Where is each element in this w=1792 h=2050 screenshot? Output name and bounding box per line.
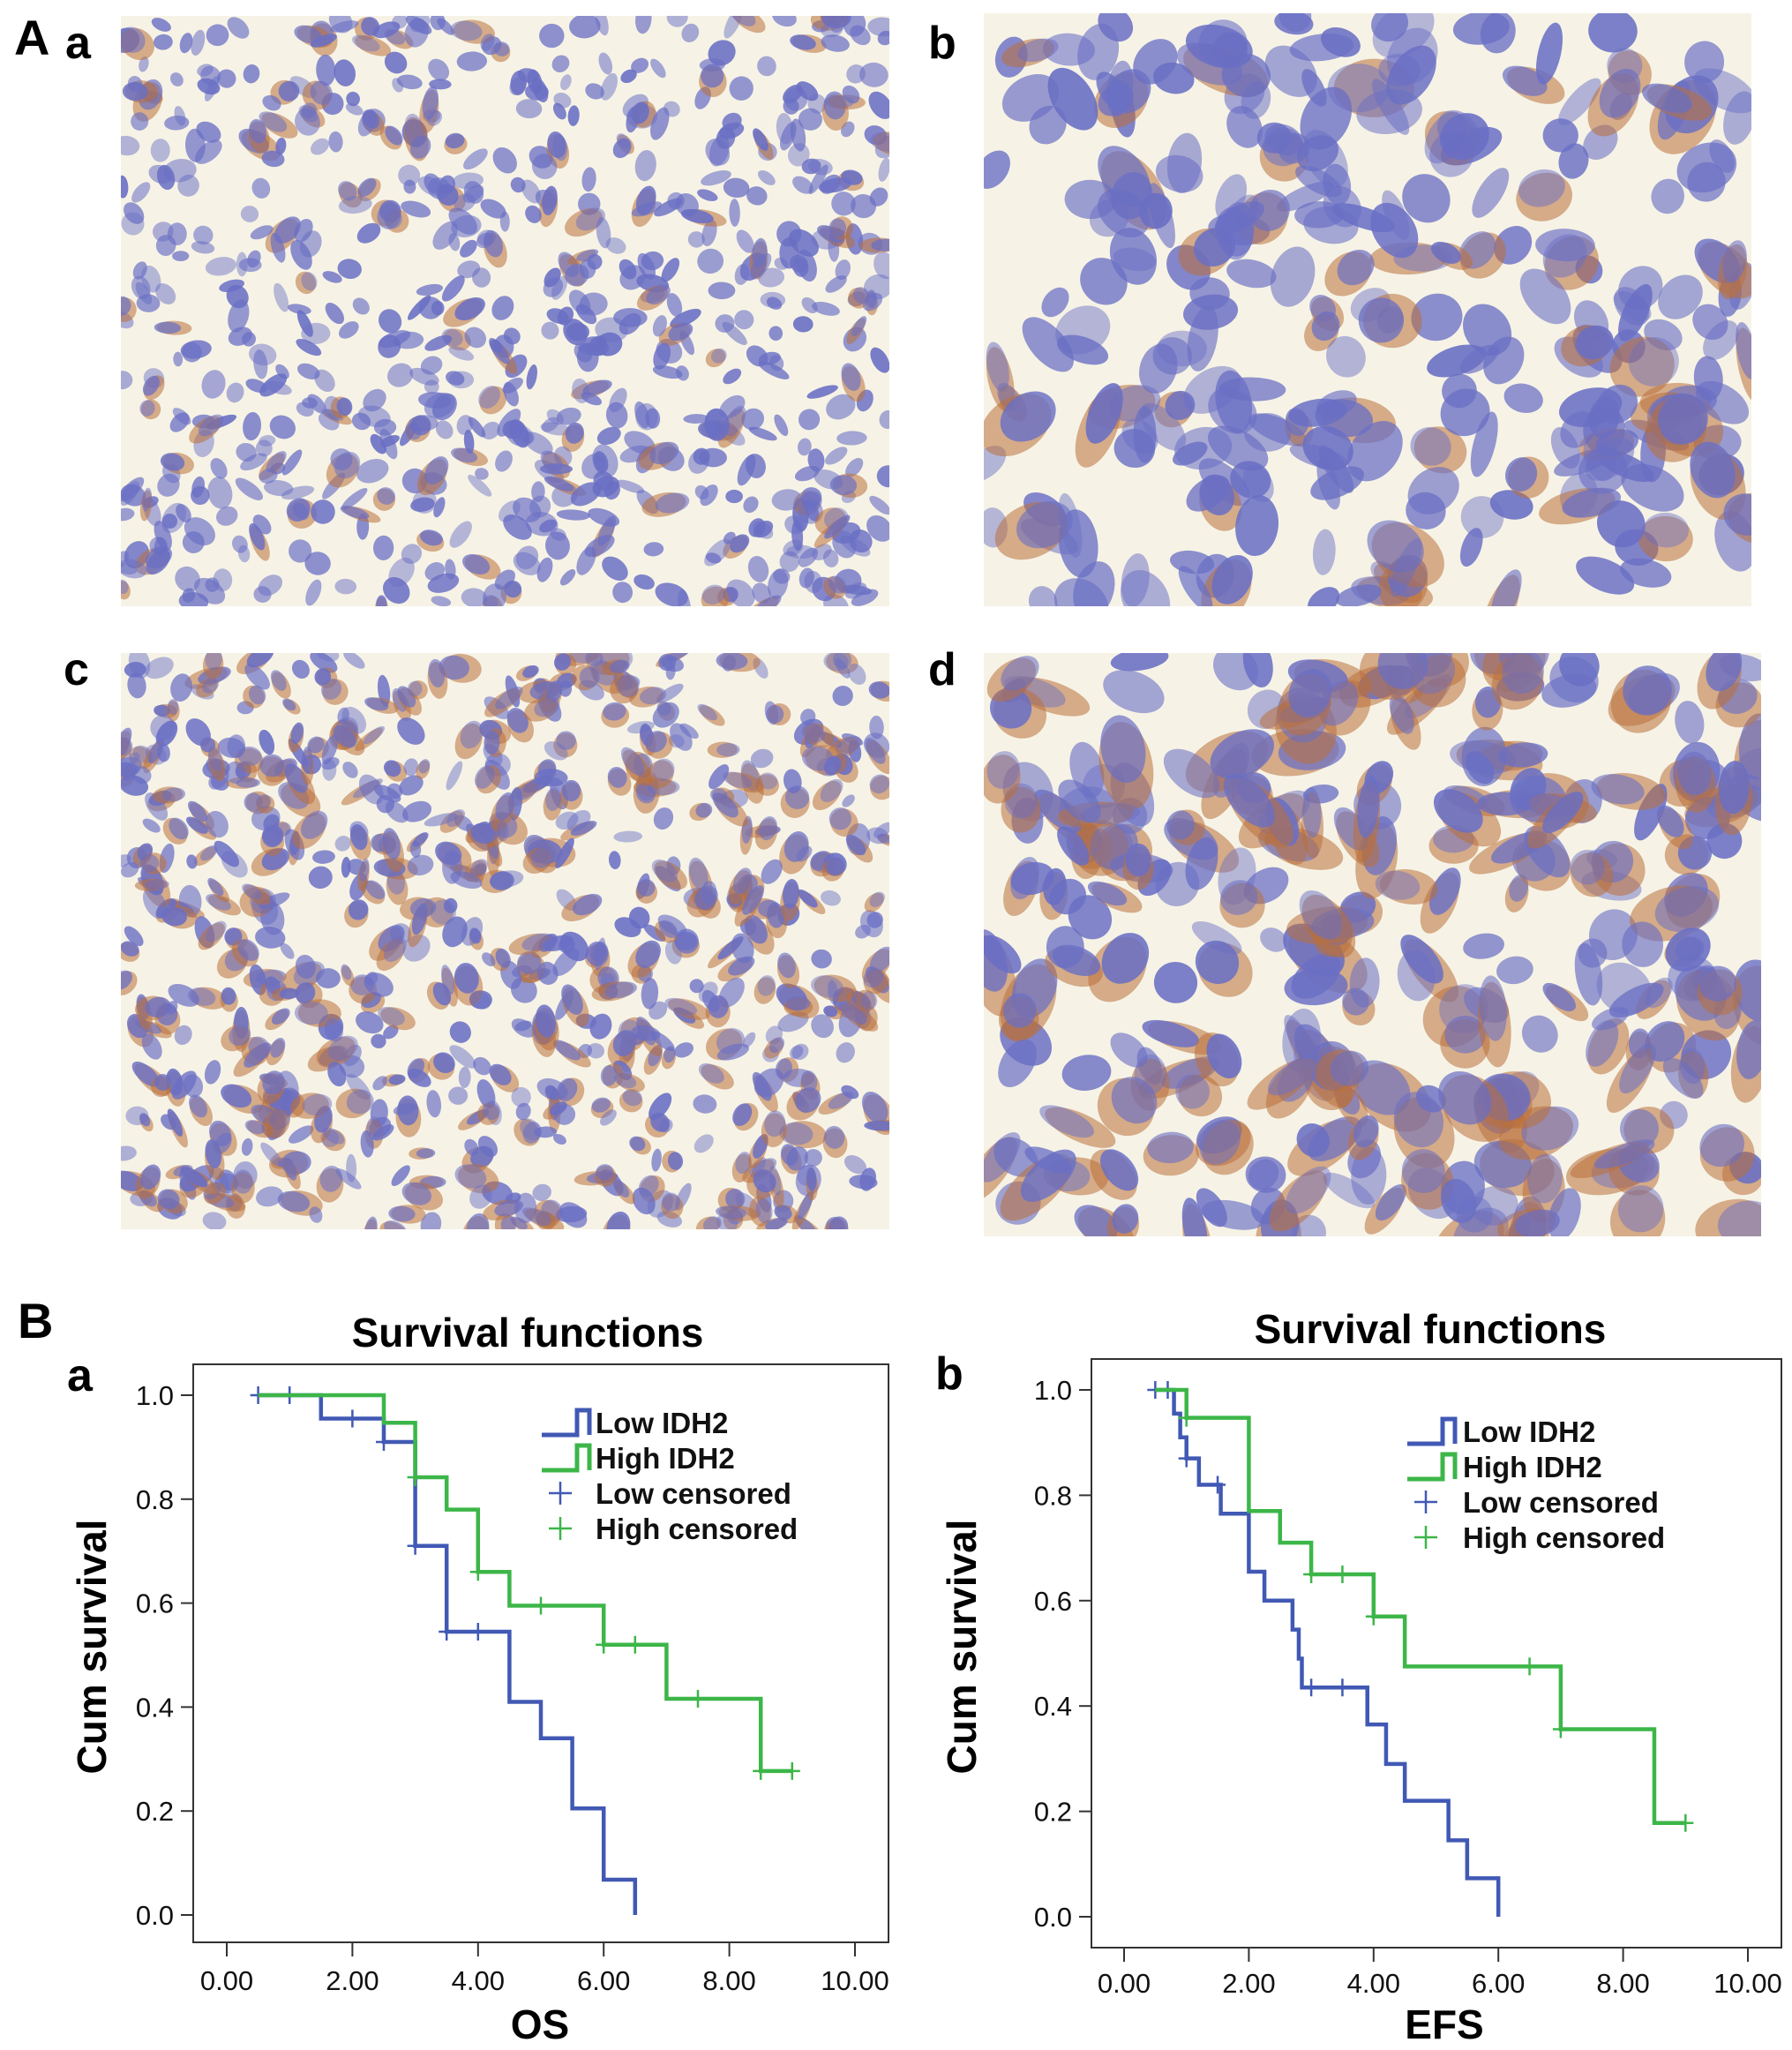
x-tick-label: 10.00 (821, 1965, 889, 1996)
panel-A-label: A (14, 10, 49, 65)
x-axis-title: OS (511, 2001, 569, 2047)
legend-censor-icon (549, 1482, 572, 1505)
survival-chart-a: Survival functions 0.00 2.00 4.00 6.00 8.00 10… (69, 1310, 889, 2047)
legend-entry: High IDH2 (1463, 1451, 1602, 1483)
x-axis-title: EFS (1405, 2001, 1483, 2047)
x-tick-label: 0.00 (200, 1965, 253, 1996)
micrograph-d (984, 653, 1761, 1236)
y-tick-label: 0.8 (136, 1484, 174, 1515)
y-tick-label: 1.0 (1034, 1375, 1072, 1406)
censor-mark (1552, 1720, 1569, 1738)
censor-mark (1334, 1678, 1351, 1697)
plot-frame (192, 1363, 889, 1943)
censor-mark (376, 1433, 392, 1452)
y-tick-label: 0.4 (136, 1692, 174, 1723)
legend-line-icon (542, 1408, 592, 1438)
micrograph-a (121, 16, 889, 606)
legend-entry: High censored (1463, 1521, 1665, 1554)
legend-line-icon (1407, 1452, 1458, 1482)
y-tick-label: 0.2 (1034, 1797, 1072, 1828)
series-high-idh2 (1155, 1387, 1686, 1825)
micrograph-c (121, 653, 889, 1229)
y-tick-label: 0.2 (136, 1796, 174, 1827)
micrograph-label-b: b (928, 18, 956, 69)
micrograph-b (984, 13, 1751, 606)
legend-entry: Low IDH2 (1463, 1415, 1595, 1448)
y-axis-title: Cum survival (939, 1520, 985, 1775)
charts: Survival functions 0.00 2.00 4.00 6.00 8.00 10… (69, 1306, 1782, 2047)
y-tick-label: 1.0 (136, 1380, 174, 1411)
y-tick-label: 0.4 (1034, 1691, 1072, 1722)
survival-chart-b: Survival functions 0.00 2.00 4.00 6.00 8.00 10… (939, 1306, 1782, 2047)
censor-mark (469, 1622, 486, 1641)
legend-entry: Low censored (596, 1477, 791, 1510)
censor-mark (1303, 1678, 1320, 1697)
censor-mark (690, 1689, 706, 1708)
series-low-idh2 (1155, 1387, 1501, 1917)
censor-mark (596, 1635, 612, 1654)
legend-entry: High censored (596, 1513, 798, 1545)
censor-mark (533, 1596, 549, 1615)
y-tick-label: 0.6 (136, 1588, 174, 1619)
x-tick-label: 10.00 (1713, 1968, 1782, 1999)
censor-mark (1521, 1657, 1538, 1676)
series-low-idh2 (258, 1393, 638, 1915)
micrograph-label-a: a (65, 18, 92, 69)
legend-line-icon (542, 1443, 592, 1473)
x-tick-label: 0.00 (1098, 1968, 1151, 1999)
legend-entry: Low IDH2 (596, 1407, 728, 1439)
micrograph-label-c: c (64, 644, 89, 695)
y-tick-label: 0.0 (1034, 1902, 1072, 1933)
censor-mark (1303, 1565, 1320, 1583)
censor-mark (1178, 1408, 1195, 1427)
micrograph-label-d: d (928, 644, 956, 695)
x-tick-label: 6.00 (1472, 1968, 1525, 1999)
panel-B-label: B (18, 1293, 53, 1348)
x-tick-label: 4.00 (452, 1965, 505, 1996)
censor-mark (1365, 1607, 1382, 1626)
censor-mark (439, 1622, 455, 1641)
y-tick-label: 0.8 (1034, 1480, 1072, 1511)
censor-mark (1210, 1476, 1226, 1494)
censor-mark (1178, 1449, 1195, 1468)
censor-mark (753, 1761, 769, 1780)
legend-line-icon (1407, 1416, 1458, 1446)
censor-mark (407, 1536, 424, 1555)
censor-mark (407, 1468, 424, 1487)
chart-title: Survival functions (1255, 1306, 1607, 1352)
y-tick-label: 0.6 (1034, 1586, 1072, 1617)
y-axis-title: Cum survival (69, 1520, 115, 1775)
series-high-idh2 (258, 1393, 792, 1774)
legend-censor-icon (549, 1517, 572, 1540)
censor-mark (626, 1635, 643, 1654)
legend-entry: High IDH2 (596, 1442, 735, 1475)
legend-censor-icon (1414, 1491, 1437, 1513)
plot-frame (1091, 1358, 1782, 1949)
chart-label-a: a (67, 1350, 94, 1401)
legend-entry: Low censored (1463, 1486, 1659, 1519)
censor-mark (1677, 1813, 1694, 1832)
y-tick-label: 0.0 (136, 1900, 174, 1931)
x-tick-label: 2.00 (326, 1965, 379, 1996)
censor-mark (344, 1409, 361, 1428)
x-tick-label: 8.00 (1596, 1968, 1649, 1999)
chart-title: Survival functions (352, 1310, 704, 1355)
censor-mark (469, 1563, 486, 1581)
x-tick-label: 8.00 (702, 1965, 755, 1996)
censor-mark (1334, 1565, 1351, 1583)
censor-mark (784, 1761, 800, 1780)
micrographs (121, 13, 1761, 1236)
legend-censor-icon (1414, 1526, 1437, 1549)
x-tick-label: 4.00 (1347, 1968, 1400, 1999)
chart-label-b: b (935, 1348, 963, 1400)
x-tick-label: 2.00 (1222, 1968, 1275, 1999)
x-tick-label: 6.00 (577, 1965, 630, 1996)
